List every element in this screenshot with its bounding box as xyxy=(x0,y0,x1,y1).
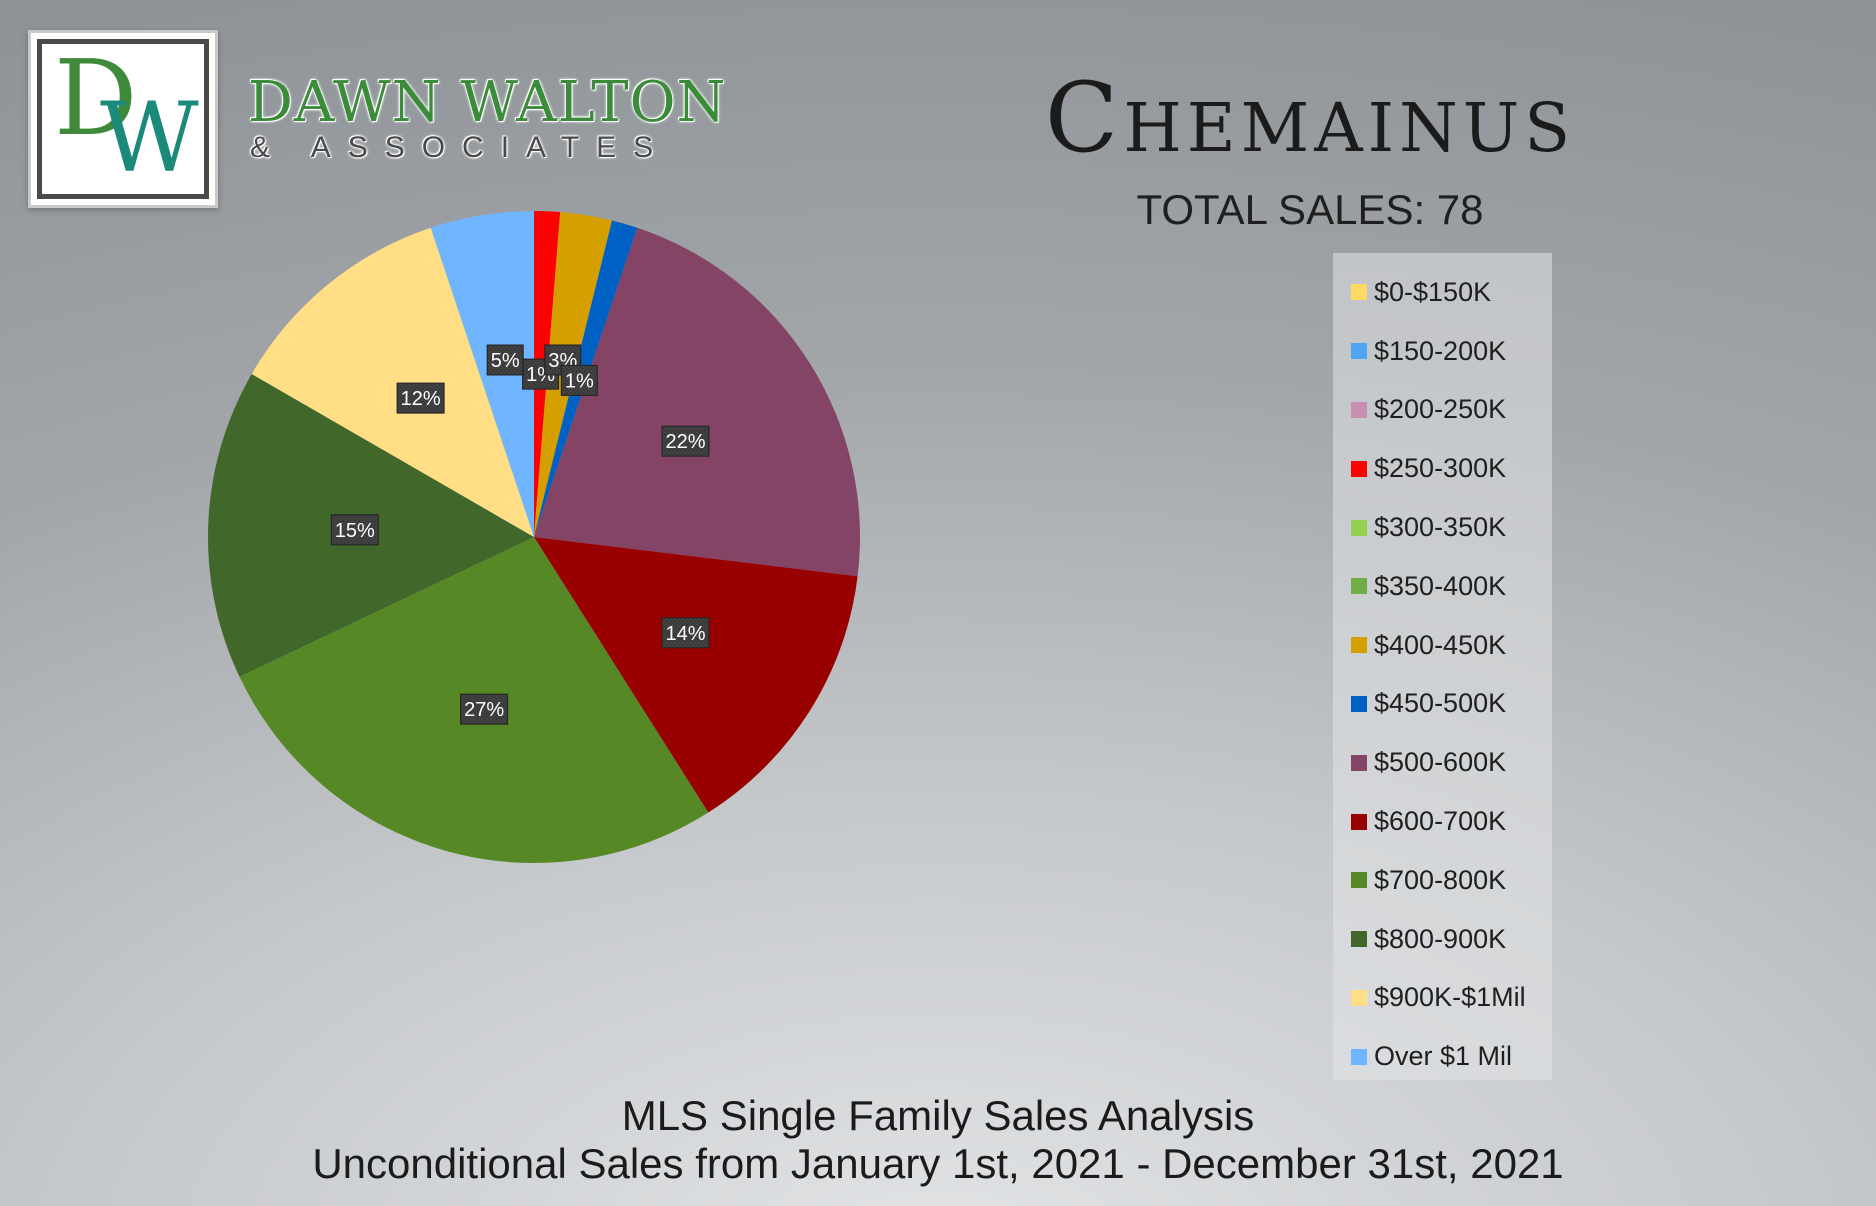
legend-label: $400-450K xyxy=(1374,629,1507,660)
legend-item: $900K-$1Mil xyxy=(1333,969,1552,1028)
data-label-box xyxy=(486,344,524,376)
legend-swatch xyxy=(1351,754,1367,771)
data-label-text: 22% xyxy=(665,431,705,453)
legend-swatch xyxy=(1351,989,1367,1006)
legend-label: $700-800K xyxy=(1374,864,1507,895)
data-label-text: 15% xyxy=(335,520,375,542)
legend-swatch xyxy=(1351,460,1367,477)
legend-label: $250-300K xyxy=(1374,453,1507,484)
legend-label: $900K-$1Mil xyxy=(1374,982,1526,1013)
data-label-700-800k: 27% xyxy=(460,693,509,725)
legend: $0-$150K $150-200K $200-250K $250-300K $300-… xyxy=(1333,253,1552,1080)
legend-swatch xyxy=(1351,284,1367,301)
legend-label: $800-900K xyxy=(1374,923,1507,954)
legend-swatch xyxy=(1351,637,1367,654)
pie-slice-500-600k xyxy=(534,227,860,577)
legend-item: $600-700K xyxy=(1333,792,1552,851)
legend-swatch xyxy=(1351,931,1367,948)
legend-item: $200-250K xyxy=(1333,381,1552,440)
data-label-box xyxy=(396,382,445,414)
legend-label: $450-500K xyxy=(1374,688,1507,719)
legend-swatch xyxy=(1351,813,1367,830)
data-label-450-500k: 1% xyxy=(560,364,598,396)
legend-item: $300-350K xyxy=(1333,498,1552,557)
legend-item: Over $1 Mil xyxy=(1333,1027,1552,1086)
data-label-600-700k: 14% xyxy=(661,617,710,649)
total-sales: TOTAL SALES: 78 xyxy=(1136,186,1484,233)
legend-swatch xyxy=(1351,872,1367,889)
data-label-800-900k: 15% xyxy=(330,514,379,546)
logo-letter-w: W xyxy=(100,82,199,194)
legend-swatch xyxy=(1351,519,1367,536)
data-label-900k-1mil: 12% xyxy=(396,382,445,414)
legend-item: $250-300K xyxy=(1333,439,1552,498)
footer-subtitle: MLS Single Family Sales Analysis xyxy=(621,1092,1255,1139)
data-label-box xyxy=(330,514,379,546)
pie-slice-900k-1mil xyxy=(251,227,534,537)
legend-item: $400-450K xyxy=(1333,616,1552,675)
legend-item: $700-800K xyxy=(1333,851,1552,910)
chart-title: Chemainus xyxy=(1044,62,1576,174)
legend-item: $450-500K xyxy=(1333,675,1552,734)
legend-item: $150-200K xyxy=(1333,322,1552,381)
data-label-text: 27% xyxy=(464,699,504,721)
data-label-box xyxy=(661,617,710,649)
legend-item: $500-600K xyxy=(1333,733,1552,792)
data-label-500-600k: 22% xyxy=(661,425,710,457)
legend-swatch xyxy=(1351,1048,1367,1065)
brand-subtitle: & ASSOCIATES xyxy=(250,131,671,164)
pie-slice-600-700k xyxy=(534,537,858,813)
legend-item: $800-900K xyxy=(1333,910,1552,969)
data-label-box xyxy=(460,693,509,725)
legend-label: $600-700K xyxy=(1374,806,1507,837)
legend-label: $500-600K xyxy=(1374,747,1507,778)
legend-label: $200-250K xyxy=(1374,394,1507,425)
legend-swatch xyxy=(1351,401,1367,418)
legend-swatch xyxy=(1351,578,1367,595)
data-label-text: 5% xyxy=(491,350,520,372)
footer-date-range: Unconditional Sales from January 1st, 20… xyxy=(312,1140,1564,1187)
logo-letter-d: D xyxy=(54,37,138,159)
data-label-box xyxy=(560,364,598,396)
legend-label: $0-$150K xyxy=(1374,276,1492,307)
data-label-box xyxy=(661,425,710,457)
brand-name: DAWN WALTON xyxy=(248,70,727,135)
legend-swatch xyxy=(1351,343,1367,360)
legend-item: $350-400K xyxy=(1333,557,1552,616)
logo-frame: D W xyxy=(37,39,209,199)
legend-label: Over $1 Mil xyxy=(1374,1041,1513,1072)
data-label-text: 12% xyxy=(401,388,441,410)
data-label-text: 1% xyxy=(565,370,594,392)
pie-data-labels: 1%3%1%22%14%27%15%12%5% xyxy=(330,344,710,725)
data-label-over-1-mil: 5% xyxy=(486,344,524,376)
legend-label: $150-200K xyxy=(1374,335,1507,366)
legend-label: $350-400K xyxy=(1374,570,1507,601)
legend-label: $300-350K xyxy=(1374,512,1507,543)
legend-swatch xyxy=(1351,695,1367,712)
legend-item: $0-$150K xyxy=(1333,263,1552,322)
pie-slice-over-1-mil xyxy=(430,211,534,537)
data-label-text: 14% xyxy=(665,623,705,645)
logo: D W xyxy=(28,30,218,208)
pie-slices xyxy=(208,211,860,863)
